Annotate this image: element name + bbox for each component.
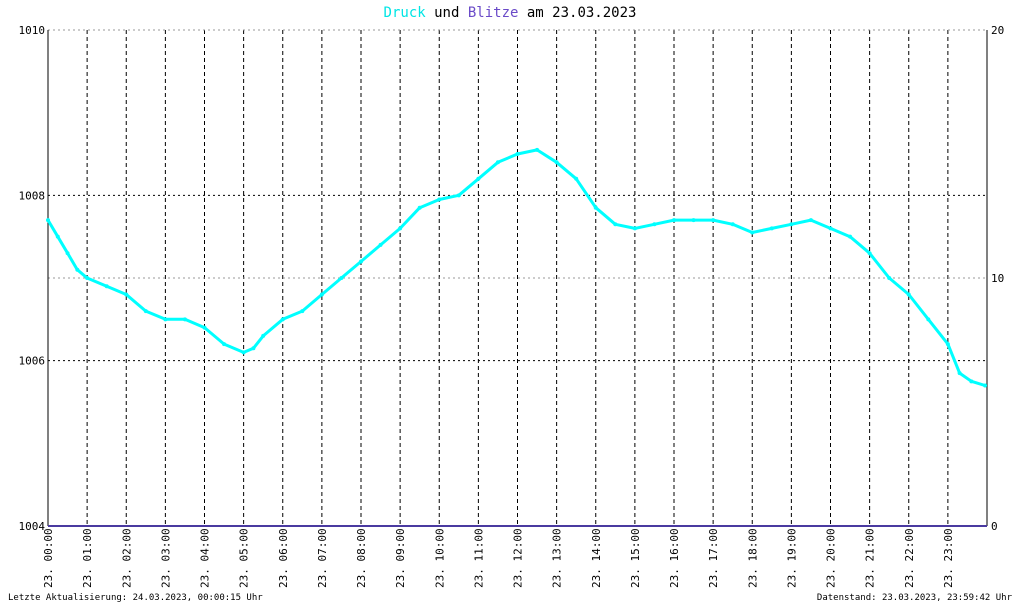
druck-point [574,176,579,181]
x-tick-label: 23. 08:00 [355,528,368,588]
x-tick-label: 23. 20:00 [825,528,838,588]
druck-point [808,218,813,223]
druck-point [593,205,598,210]
druck-point [143,309,148,314]
x-tick-label: 23. 16:00 [668,528,681,588]
druck-point [969,379,974,384]
title-suffix: am 23.03.2023 [526,5,637,21]
druck-point [926,317,931,322]
x-tick-label: 23. 12:00 [512,528,525,588]
y-right-tick-label: 20 [991,24,1004,37]
x-tick-label: 23. 17:00 [707,528,720,588]
druck-point [417,205,422,210]
druck-point [495,160,500,165]
druck-point [652,222,657,227]
druck-point [613,222,618,227]
druck-point [867,251,872,256]
y-right-tick-label: 10 [991,272,1004,285]
druck-point [632,226,637,231]
druck-point [85,276,90,280]
x-tick-label: 23. 01:00 [81,528,94,588]
druck-point [848,234,853,239]
x-tick-label: 23. 06:00 [277,528,290,588]
druck-point [104,284,109,289]
x-tick-label: 23. 15:00 [629,528,642,588]
druck-point [339,276,344,280]
druck-point [202,325,207,330]
druck-point [476,176,481,181]
druck-point [750,230,755,235]
druck-point [261,333,266,338]
x-tick-label: 23. 03:00 [159,528,172,588]
druck-point [906,292,911,297]
x-tick-label: 23. 18:00 [746,528,759,588]
druck-point [945,342,950,347]
y-left-tick-label: 1008 [19,189,46,202]
y-right-tick-label: 0 [991,520,998,533]
druck-point [359,259,363,264]
druck-point [769,226,774,231]
x-tick-label: 23. 10:00 [433,528,446,588]
title-series1: Druck [383,5,426,21]
druck-point [535,147,540,152]
druck-point [124,292,129,297]
y-left-tick-label: 1010 [19,24,46,37]
x-tick-label: 23. 09:00 [394,528,407,588]
x-tick-label: 23. 13:00 [551,528,564,588]
druck-point [378,242,383,247]
druck-point [182,317,187,322]
x-tick-label: 23. 00:00 [42,528,55,588]
druck-point [672,218,676,223]
y-left-tick-label: 1004 [19,520,46,533]
druck-point [957,371,962,376]
druck-point [711,218,716,223]
druck-point [75,267,80,272]
druck-point [515,152,520,156]
druck-point [983,383,988,388]
footer-data-status: Datenstand: 23.03.2023, 23:59:42 Uhr [816,593,1012,603]
druck-point [46,218,50,223]
druck-point [789,222,794,227]
x-tick-label: 23. 11:00 [472,528,485,588]
footer-last-update: Letzte Aktualisierung: 24.03.2023, 00:00… [8,593,263,603]
x-tick-label: 23. 14:00 [590,528,603,588]
x-tick-label: 23. 02:00 [120,528,133,588]
title-connector: und [434,5,460,21]
druck-point [163,317,168,322]
druck-point [280,317,285,322]
druck-point [398,226,403,231]
x-tick-label: 23. 21:00 [864,528,877,588]
druck-point [300,309,305,314]
x-tick-label: 23. 07:00 [316,528,329,588]
y-left-tick-label: 1006 [19,355,46,368]
druck-point [241,350,246,355]
druck-point [319,292,324,297]
x-tick-label: 23. 19:00 [785,528,798,588]
druck-point [437,197,442,202]
x-tick-label: 23. 05:00 [238,528,251,588]
x-tick-label: 23. 23:00 [942,528,955,588]
druck-point [730,222,735,227]
druck-point [222,342,227,347]
druck-point [887,276,892,280]
series-line-druck [46,148,986,387]
x-tick-label: 23. 22:00 [903,528,916,588]
druck-point [65,251,70,256]
druck-point [828,226,833,231]
druck-point [55,234,60,239]
title-series2: Blitze [467,5,519,21]
druck-point [554,160,559,165]
druck-point [691,218,696,223]
chart-title: Druck und Blitze am 23.03.2023 [0,5,1020,21]
druck-point [251,346,256,351]
x-tick-label: 23. 04:00 [199,528,212,588]
druck-point [456,193,461,198]
